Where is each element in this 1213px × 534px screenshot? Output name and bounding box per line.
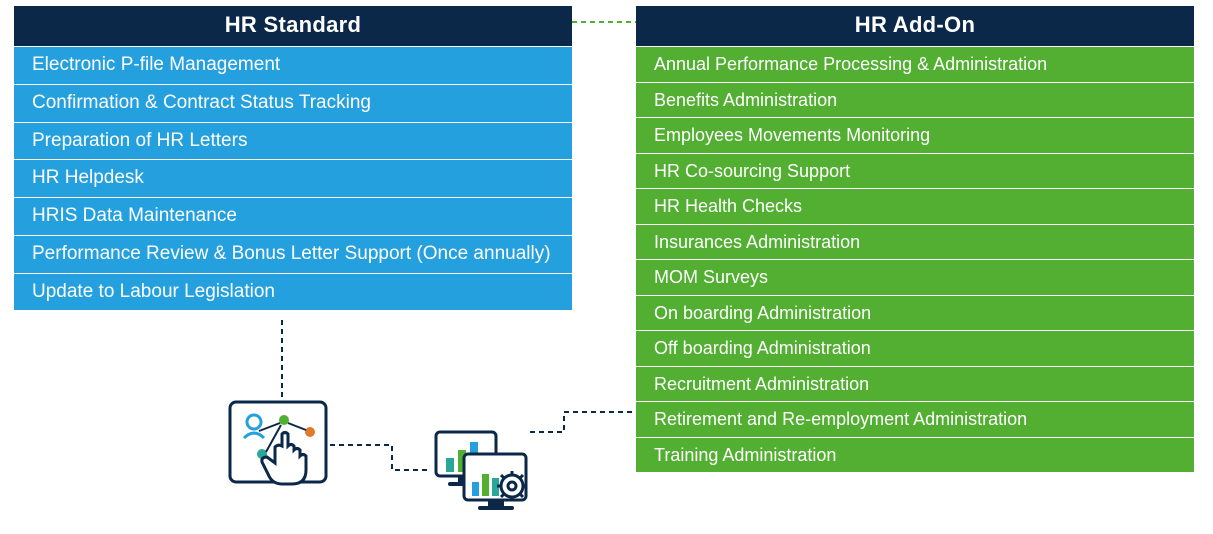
list-item: Preparation of HR Letters bbox=[14, 122, 572, 160]
touchscreen-icon bbox=[226, 398, 330, 494]
list-item: On boarding Administration bbox=[636, 295, 1194, 331]
list-item: Recruitment Administration bbox=[636, 366, 1194, 402]
hr-standard-header: HR Standard bbox=[14, 6, 572, 46]
list-item: Performance Review & Bonus Letter Suppor… bbox=[14, 235, 572, 273]
list-item: HR Health Checks bbox=[636, 188, 1194, 224]
list-item: Annual Performance Processing & Administ… bbox=[636, 46, 1194, 82]
hr-standard-panel: HR Standard Electronic P-file Management… bbox=[14, 6, 572, 310]
dashboard-monitor-icon bbox=[430, 428, 532, 520]
list-item: HR Co-sourcing Support bbox=[636, 153, 1194, 189]
list-item: HR Helpdesk bbox=[14, 159, 572, 197]
list-item: Insurances Administration bbox=[636, 224, 1194, 260]
list-item: Retirement and Re-employment Administrat… bbox=[636, 401, 1194, 437]
list-item: Update to Labour Legislation bbox=[14, 273, 572, 311]
list-item: Employees Movements Monitoring bbox=[636, 117, 1194, 153]
list-item: HRIS Data Maintenance bbox=[14, 197, 572, 235]
diagram-canvas: HR Standard Electronic P-file Management… bbox=[0, 0, 1213, 534]
connector-monitor-to-right bbox=[530, 412, 636, 432]
list-item: MOM Surveys bbox=[636, 259, 1194, 295]
hr-addon-panel: HR Add-On Annual Performance Processing … bbox=[636, 6, 1194, 472]
list-item: Confirmation & Contract Status Tracking bbox=[14, 84, 572, 122]
hr-addon-body: Annual Performance Processing & Administ… bbox=[636, 46, 1194, 472]
list-item: Electronic P-file Management bbox=[14, 46, 572, 84]
hr-standard-body: Electronic P-file Management Confirmatio… bbox=[14, 46, 572, 310]
hr-addon-header: HR Add-On bbox=[636, 6, 1194, 46]
list-item: Off boarding Administration bbox=[636, 330, 1194, 366]
connector-touch-to-monitor bbox=[330, 445, 430, 470]
list-item: Training Administration bbox=[636, 437, 1194, 473]
list-item: Benefits Administration bbox=[636, 82, 1194, 118]
